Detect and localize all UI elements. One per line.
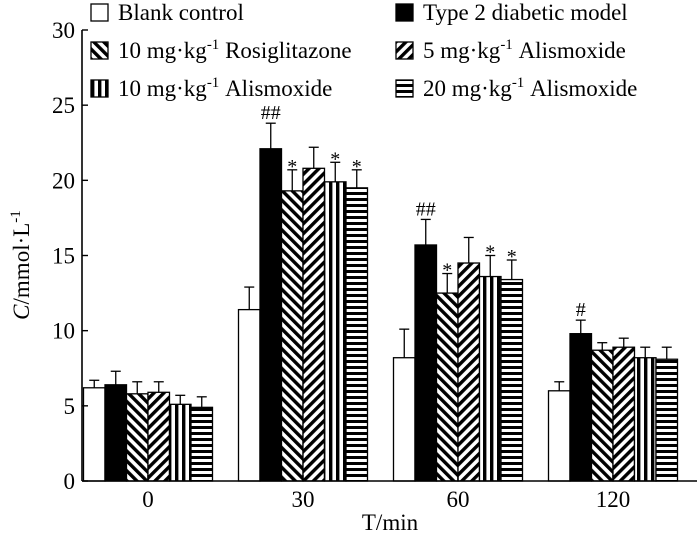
bar [345, 187, 369, 482]
bar [82, 387, 106, 482]
legend-label: 10 mg·kg-1 Rosiglitazone [118, 37, 352, 63]
svg-text:C/mmol·L-1: C/mmol·L-1 [8, 210, 34, 320]
legend-swatch [395, 41, 414, 60]
legend: Blank control Type 2 diabetic model 10 mg·… [90, 0, 637, 101]
legend-item: 10 mg·kg-1 Rosiglitazone [90, 37, 352, 63]
legend-label: 5 mg·kg-1 Alismoxide [423, 37, 626, 63]
y-axis-title: C/mmol·L-1 [8, 210, 34, 320]
y-tick-label: 20 [52, 168, 75, 193]
significance-mark: * [352, 156, 362, 178]
bar [280, 190, 304, 482]
bar [590, 349, 614, 482]
legend-item: 5 mg·kg-1 Alismoxide [395, 37, 626, 63]
x-tick-label: 30 [292, 487, 315, 512]
legend-item: Type 2 diabetic model [395, 0, 628, 25]
significance-mark: * [330, 148, 340, 170]
bar [323, 181, 347, 482]
bar [612, 346, 636, 482]
y-tick-label: 30 [52, 18, 75, 43]
bar [435, 292, 459, 482]
y-tick-label: 0 [64, 469, 76, 494]
y-tick-label: 25 [52, 93, 75, 118]
x-tick-label: 0 [142, 487, 154, 512]
bar [104, 384, 128, 482]
x-tick-label: 60 [447, 487, 470, 512]
bar [500, 278, 524, 482]
significance-mark: * [485, 242, 495, 264]
significance-mark: * [507, 246, 517, 268]
bar [478, 275, 502, 482]
legend-swatch [90, 3, 109, 22]
bar [237, 308, 261, 482]
bar [414, 244, 438, 482]
legend-swatch [395, 3, 414, 22]
y-tick-label: 15 [52, 244, 75, 269]
bar [168, 403, 192, 482]
bar [147, 391, 171, 482]
significance-mark: ## [261, 102, 281, 124]
significance-mark: * [442, 260, 452, 282]
significance-mark: * [287, 156, 297, 178]
y-tick-label: 5 [64, 394, 76, 419]
y-axis-title-text: C/mmol·L [9, 223, 34, 320]
axes: 0 5 10 15 20 25 30 0 30 60 120 [52, 18, 697, 512]
bar [633, 357, 657, 482]
bar [392, 357, 416, 482]
bar [190, 406, 214, 482]
significance-mark: # [576, 299, 586, 321]
x-axis-title: T/min [362, 510, 419, 535]
x-tick-label: 120 [596, 487, 631, 512]
legend-swatch [90, 41, 109, 60]
bar [259, 148, 283, 482]
bar [569, 333, 593, 482]
legend-label: Blank control [118, 0, 244, 25]
legend-label: 10 mg·kg-1 Alismoxide [118, 75, 332, 101]
legend-label: Type 2 diabetic model [423, 0, 628, 25]
bars: ## * * * ## * * * # [82, 102, 679, 482]
legend-swatch [90, 79, 109, 98]
legend-label: 20 mg·kg-1 Alismoxide [423, 75, 637, 101]
legend-item: 20 mg·kg-1 Alismoxide [395, 75, 637, 101]
significance-mark: ## [416, 198, 436, 220]
legend-swatch [395, 79, 414, 98]
y-axis-title-superscript: -1 [8, 210, 24, 223]
y-tick-label: 10 [52, 319, 75, 344]
bar [457, 262, 481, 482]
bar [302, 167, 326, 482]
bar [655, 358, 679, 482]
bar [125, 393, 149, 482]
bar [547, 390, 571, 482]
legend-item: 10 mg·kg-1 Alismoxide [90, 75, 332, 101]
legend-item: Blank control [90, 0, 244, 25]
